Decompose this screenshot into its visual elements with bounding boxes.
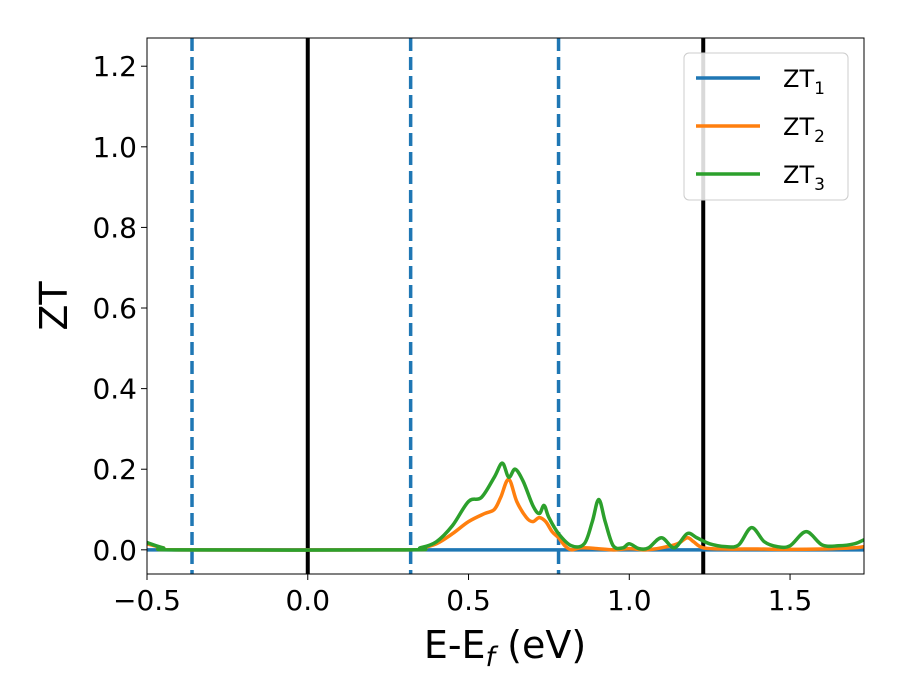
x-tick-label: 0.5 xyxy=(446,584,491,617)
series-line-zt3 xyxy=(147,461,864,552)
series-line-zt2 xyxy=(147,477,864,552)
legend-label-zt1: ZT1 xyxy=(783,65,825,99)
axis-ticks: −0.5 0.0 0.5 1.0 1.5 0.0 0.2 0.4 0.6 0.8 1.0 1.2 xyxy=(92,50,812,617)
y-tick-label: 0.0 xyxy=(92,534,137,567)
x-axis-label: E-Ef (eV) xyxy=(424,623,586,673)
legend-box xyxy=(683,52,849,201)
y-tick-label: 1.2 xyxy=(92,50,137,83)
x-tick-label: −0.5 xyxy=(113,584,181,617)
legend-label-zt2: ZT2 xyxy=(783,113,825,147)
x-axis-label-main: E-E xyxy=(424,623,486,667)
legend: ZT1 ZT2 ZT3 xyxy=(683,52,849,201)
y-tick-label: 1.0 xyxy=(92,131,137,164)
y-tick-label: 0.4 xyxy=(92,373,137,406)
y-tick-label: 0.6 xyxy=(92,292,137,325)
y-axis-label: ZT xyxy=(32,281,76,331)
x-tick-label: 1.0 xyxy=(607,584,652,617)
plot-frame xyxy=(146,37,865,575)
legend-label-zt3: ZT3 xyxy=(783,161,825,195)
y-tick-label: 0.2 xyxy=(92,453,137,486)
x-tick-label: 1.5 xyxy=(768,584,813,617)
x-axis-label-unit: (eV) xyxy=(495,623,586,667)
x-tick-label: 0.0 xyxy=(285,584,330,617)
y-tick-label: 0.8 xyxy=(92,211,137,244)
